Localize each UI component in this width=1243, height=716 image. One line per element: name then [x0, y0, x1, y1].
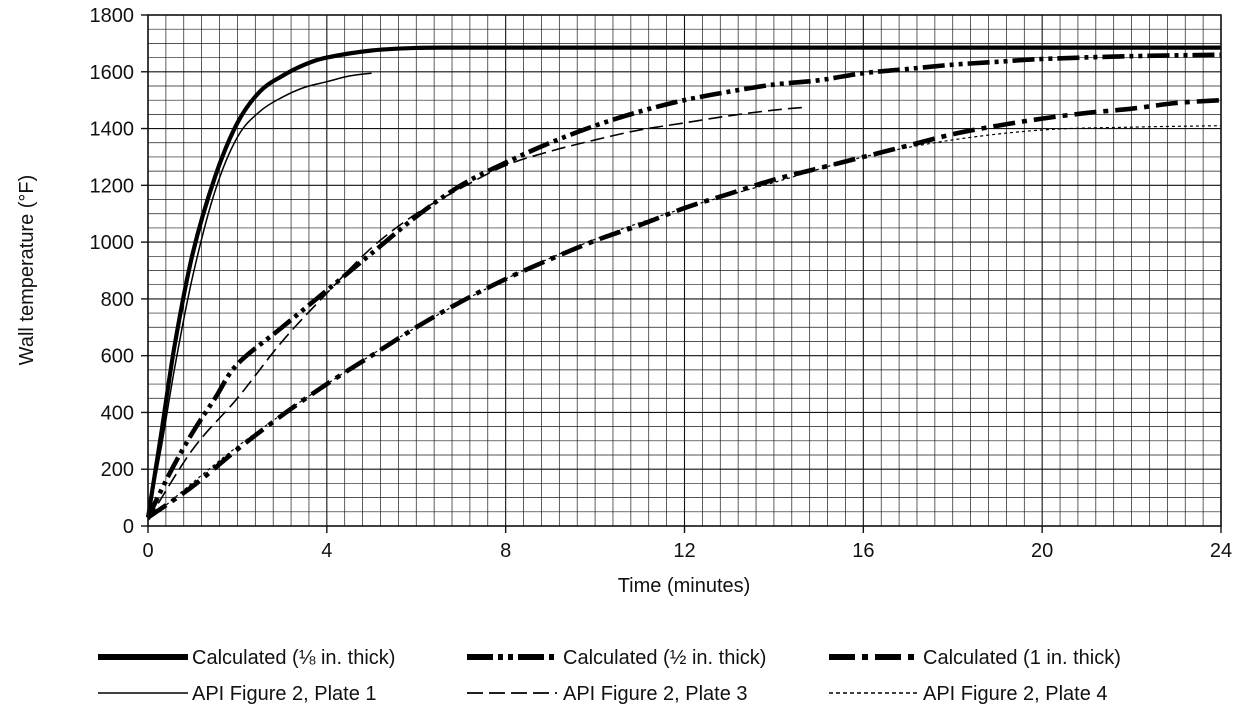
- legend-label-plate-4: API Figure 2, Plate 4: [923, 683, 1108, 705]
- y-tick-label: 1600: [90, 62, 135, 84]
- series-plate-3: [147, 106, 806, 521]
- legend-label-plate-1: API Figure 2, Plate 1: [192, 683, 377, 705]
- legend-item-plate-4: API Figure 2, Plate 4: [829, 683, 1108, 705]
- legend-label-calc-one: Calculated (1 in. thick): [923, 647, 1121, 669]
- series-lines: [145, 45, 1222, 521]
- y-tick-label: 400: [101, 402, 134, 424]
- y-tick-label: 600: [101, 346, 134, 368]
- series-calc-one: [146, 97, 1222, 520]
- y-axis-title: Wall temperature (°F): [16, 175, 38, 366]
- x-tick-label: 0: [142, 540, 153, 562]
- x-tick-label: 16: [852, 540, 874, 562]
- x-tick-label: 24: [1210, 540, 1232, 562]
- y-tick-label: 0: [123, 516, 134, 538]
- series-plate-4: [147, 125, 1222, 521]
- y-tick-label: 200: [101, 459, 134, 481]
- series-plate-1: [147, 72, 372, 518]
- series-calc-eighth: [145, 45, 1221, 518]
- x-tick-label: 8: [500, 540, 511, 562]
- y-tick-label: 1200: [90, 175, 135, 197]
- legend: Calculated (⅛ in. thick) Calculated (½ i…: [98, 647, 1121, 705]
- legend-item-calc-half: Calculated (½ in. thick): [467, 647, 766, 669]
- legend-item-calc-eighth: Calculated (⅛ in. thick): [98, 647, 395, 669]
- legend-label-calc-eighth: Calculated (⅛ in. thick): [192, 647, 395, 669]
- legend-label-calc-half: Calculated (½ in. thick): [563, 647, 766, 669]
- legend-item-plate-1: API Figure 2, Plate 1: [98, 683, 377, 705]
- tick-labels: 0 4 8 12 16 20 24 0 200 400 600 800 1000 1200 1400 1600…: [90, 5, 1233, 562]
- y-tick-label: 800: [101, 289, 134, 311]
- y-tick-label: 1000: [90, 232, 135, 254]
- y-tick-label: 1800: [90, 5, 135, 27]
- legend-label-plate-3: API Figure 2, Plate 3: [563, 683, 748, 705]
- legend-item-calc-one: Calculated (1 in. thick): [829, 647, 1121, 669]
- x-axis-title: Time (minutes): [618, 575, 751, 597]
- grid: [147, 14, 1222, 527]
- x-tick-label: 4: [321, 540, 332, 562]
- legend-item-plate-3: API Figure 2, Plate 3: [467, 683, 748, 705]
- x-tick-label: 12: [673, 540, 695, 562]
- y-tick-label: 1400: [90, 119, 135, 141]
- x-tick-label: 20: [1031, 540, 1053, 562]
